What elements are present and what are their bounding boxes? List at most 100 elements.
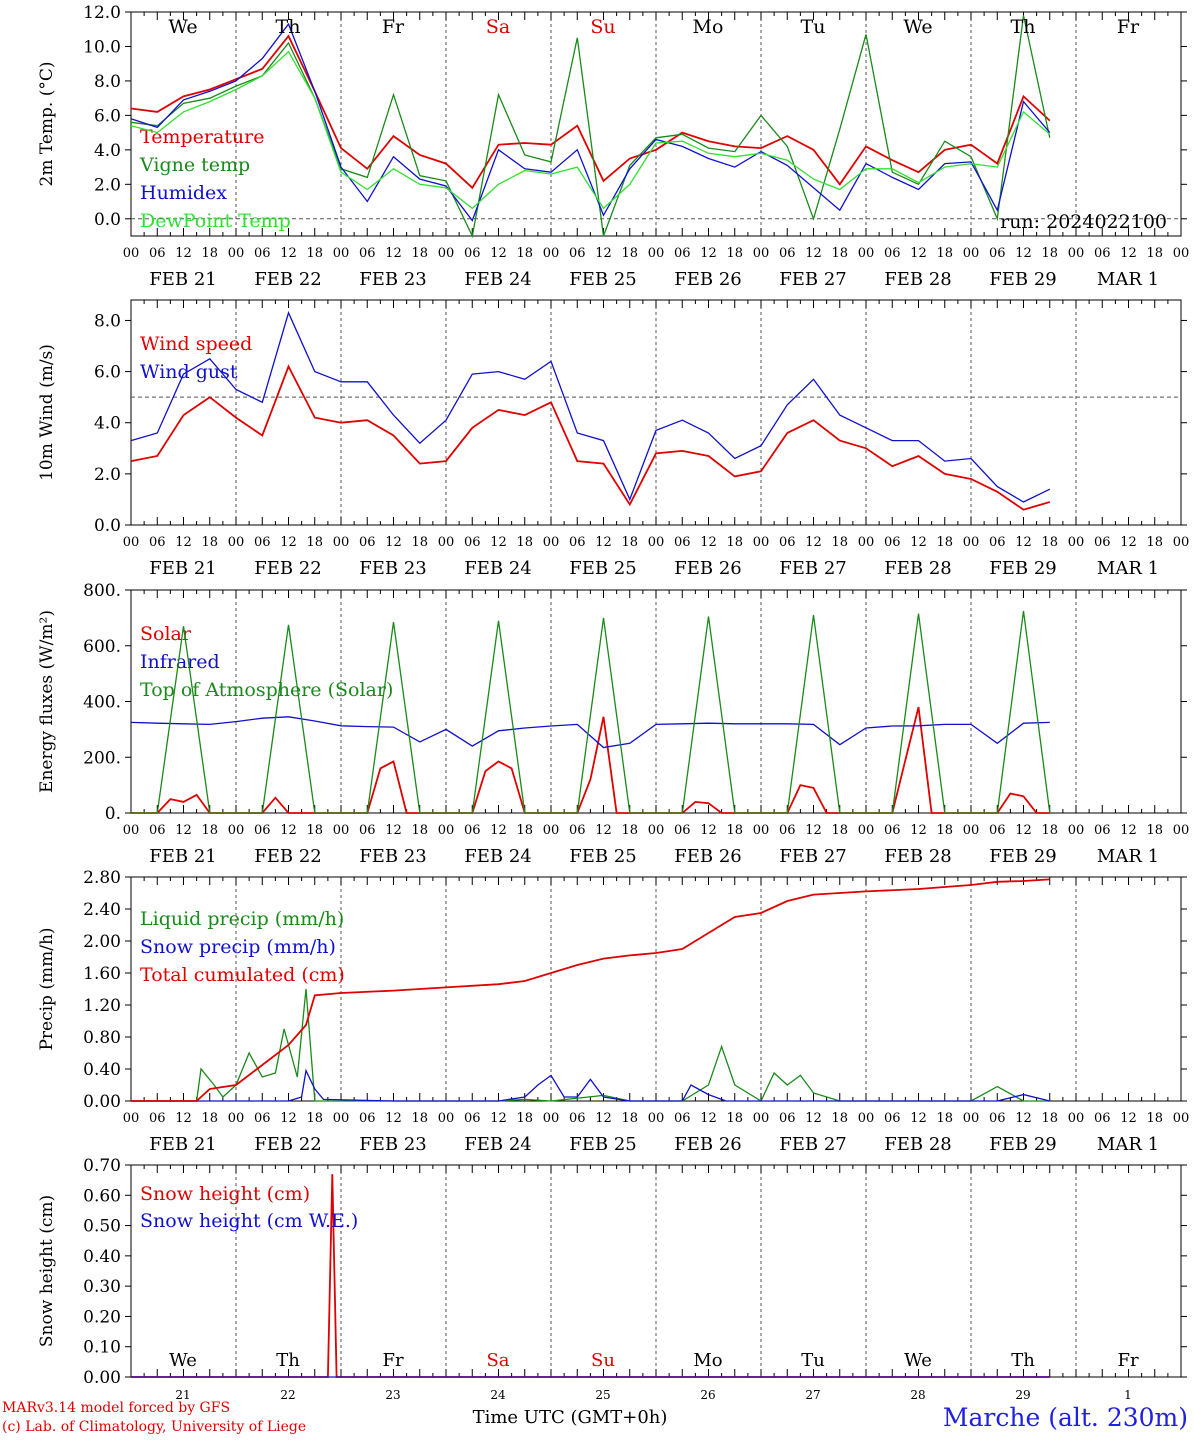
hour-label: 06: [464, 535, 481, 550]
plot-frame: [130, 11, 1182, 237]
hour-label: 18: [201, 823, 218, 838]
hour-label: 18: [1146, 246, 1163, 261]
hour-label: 06: [1094, 246, 1111, 261]
day-number: 29: [1015, 1388, 1030, 1402]
hour-label: 06: [989, 823, 1006, 838]
hour-label: 00: [963, 246, 980, 261]
hour-label: 06: [884, 1111, 901, 1126]
hour-label: 12: [280, 1111, 297, 1126]
hour-label: 06: [884, 535, 901, 550]
date-label: FEB 27: [779, 269, 846, 290]
legend-entry: Infrared: [140, 651, 220, 673]
hour-label: 12: [700, 1111, 717, 1126]
y-tick-label: 8.0: [94, 72, 121, 92]
hour-label: 18: [831, 1111, 848, 1126]
hour-label: 18: [306, 535, 323, 550]
date-label: FEB 21: [149, 558, 216, 579]
y-tick-label: 8.0: [94, 311, 121, 331]
hour-label: 00: [123, 1111, 140, 1126]
run-label: run: 2024022100: [1000, 211, 1167, 233]
day-name: Mo: [693, 16, 724, 38]
date-label: FEB 26: [674, 846, 741, 867]
date-label: FEB 25: [569, 846, 636, 867]
day-name: Fr: [382, 16, 405, 38]
lab-credit-line: (c) Lab. of Climatology, University of L…: [2, 1419, 307, 1435]
hour-label: 06: [254, 823, 271, 838]
legend-entry: Wind speed: [140, 333, 252, 355]
hour-label: 06: [989, 535, 1006, 550]
date-label: FEB 26: [674, 269, 741, 290]
hour-label: 00: [543, 246, 560, 261]
date-label: FEB 25: [569, 269, 636, 290]
hour-label: 18: [1146, 535, 1163, 550]
y-tick-label: 10.0: [83, 37, 121, 57]
hour-label: 00: [963, 823, 980, 838]
hour-label: 12: [1120, 535, 1137, 550]
hour-label: 00: [963, 1111, 980, 1126]
date-label: FEB 25: [569, 558, 636, 579]
hour-label: 00: [1173, 823, 1190, 838]
series-line: [131, 706, 1050, 814]
hour-label: 12: [700, 823, 717, 838]
hour-label: 18: [516, 535, 533, 550]
hour-label: 18: [726, 535, 743, 550]
hour-label: 00: [543, 823, 560, 838]
hour-label: 18: [621, 246, 638, 261]
y-axis-label: Energy fluxes (W/m²): [37, 610, 57, 793]
hour-label: 18: [411, 535, 428, 550]
series-line: [131, 878, 1050, 1102]
day-number: 1: [1124, 1388, 1132, 1402]
day-number: 28: [910, 1388, 925, 1402]
day-name: Th: [1011, 1350, 1035, 1371]
hour-label: 00: [963, 535, 980, 550]
day-number: 26: [700, 1388, 715, 1402]
legend-entry: Humidex: [140, 182, 227, 204]
legend-entry: Snow height (cm W.E.): [140, 1210, 358, 1232]
y-tick-label: 2.0: [94, 465, 121, 485]
hour-label: 18: [936, 823, 953, 838]
hour-label: 06: [989, 246, 1006, 261]
y-tick-label: 0.60: [83, 1186, 121, 1206]
date-label: MAR 1: [1097, 269, 1159, 290]
hour-label: 06: [674, 535, 691, 550]
legend-entry: Snow precip (mm/h): [140, 936, 336, 958]
hour-label: 06: [149, 823, 166, 838]
date-label: MAR 1: [1097, 846, 1159, 867]
hour-label: 18: [1041, 1111, 1058, 1126]
legend-entry: Top of Atmosphere (Solar): [140, 679, 393, 701]
y-axis-label: Snow height (cm): [37, 1195, 57, 1347]
hour-label: 06: [779, 823, 796, 838]
hour-label: 12: [490, 535, 507, 550]
hour-label: 00: [1068, 535, 1085, 550]
hour-label: 00: [858, 246, 875, 261]
hour-label: 18: [306, 823, 323, 838]
hour-label: 18: [411, 823, 428, 838]
hour-label: 00: [753, 535, 770, 550]
date-label: FEB 24: [464, 558, 531, 579]
hour-label: 06: [359, 1111, 376, 1126]
hour-label: 06: [254, 246, 271, 261]
hour-label: 18: [1146, 823, 1163, 838]
hour-label: 00: [228, 823, 245, 838]
hour-label: 12: [385, 535, 402, 550]
hour-label: 18: [516, 1111, 533, 1126]
hour-label: 06: [464, 246, 481, 261]
hour-label: 00: [858, 823, 875, 838]
hour-label: 00: [858, 1111, 875, 1126]
hour-label: 06: [674, 246, 691, 261]
date-label: FEB 27: [779, 846, 846, 867]
y-axis-label: Precip (mm/h): [37, 927, 57, 1050]
hour-label: 12: [175, 1111, 192, 1126]
hour-label: 06: [254, 1111, 271, 1126]
y-tick-label: 0.00: [83, 1092, 121, 1112]
day-name: We: [903, 16, 932, 38]
hour-label: 06: [1094, 535, 1111, 550]
date-label: FEB 29: [989, 558, 1056, 579]
hour-label: 12: [490, 823, 507, 838]
hour-label: 06: [989, 1111, 1006, 1126]
date-label: FEB 28: [884, 269, 951, 290]
hour-label: 12: [175, 246, 192, 261]
y-tick-label: 4.0: [94, 414, 121, 434]
model-credit-line: MARv3.14 model forced by GFS: [2, 1400, 231, 1416]
